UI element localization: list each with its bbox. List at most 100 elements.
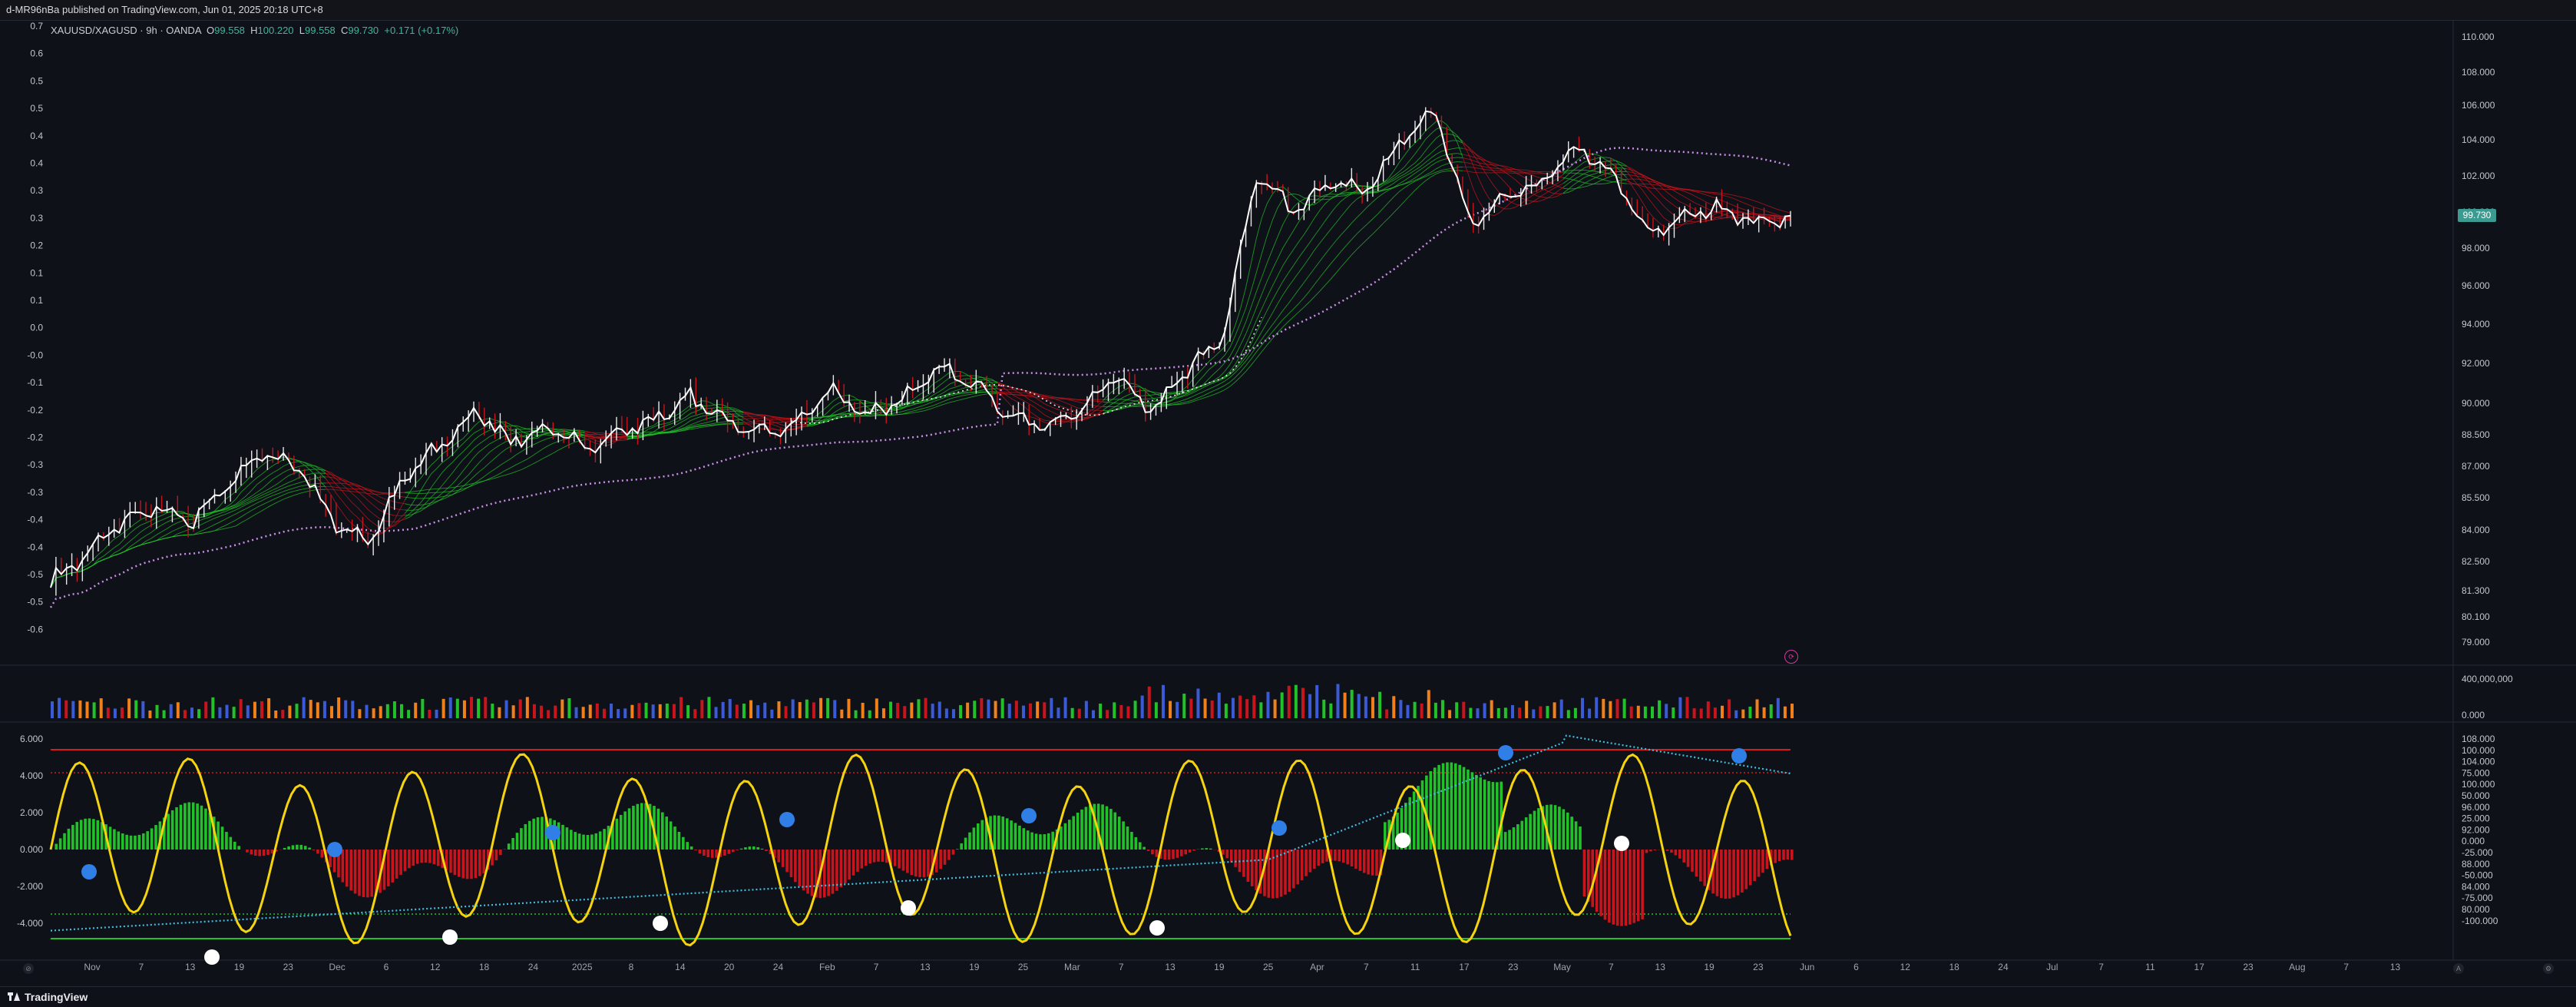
ma-ribbon-segment	[1235, 372, 1241, 377]
ma-ribbon-segment	[1351, 199, 1357, 204]
replay-icon[interactable]: ⟳	[1784, 650, 1798, 664]
volume-bar	[303, 697, 306, 718]
volume-bar	[889, 702, 892, 718]
ma-ribbon-segment	[1637, 179, 1642, 180]
ma-ribbon-segment	[141, 528, 146, 532]
auto-scale-icon[interactable]: A	[2453, 963, 2464, 974]
ma-ribbon-segment	[833, 410, 838, 413]
histogram-bar	[1508, 830, 1511, 850]
ma-ribbon-segment	[468, 449, 474, 455]
ma-ribbon-segment	[1294, 290, 1299, 296]
volume-bar	[861, 703, 865, 718]
chart-grid	[0, 20, 2576, 960]
ma-ribbon-segment	[1431, 138, 1437, 144]
ma-ribbon-segment	[1642, 190, 1648, 198]
ma-ribbon-segment	[1653, 194, 1658, 200]
left-axis-label: 0.4	[30, 158, 43, 169]
histogram-bar	[482, 850, 485, 873]
ma-ribbon-segment	[1447, 149, 1452, 150]
histogram-bar	[1284, 850, 1287, 895]
ma-ribbon-segment	[1404, 148, 1410, 155]
ma-ribbon-segment	[1558, 179, 1563, 183]
ma-ribbon-segment	[1584, 174, 1589, 176]
ma-ribbon-segment	[1584, 175, 1589, 177]
ma-ribbon-segment	[1711, 214, 1717, 217]
ma-ribbon-segment	[1378, 208, 1384, 214]
ma-ribbon-segment	[1521, 205, 1526, 206]
ma-ribbon-segment	[1452, 162, 1457, 163]
ma-ribbon-segment	[468, 476, 474, 482]
ma-ribbon-segment	[1230, 346, 1235, 356]
ma-ribbon-segment	[1626, 169, 1632, 171]
settings-icon[interactable]: ⚙	[2543, 963, 2554, 974]
ma-ribbon-segment	[1389, 197, 1394, 202]
ma-ribbon-segment	[1574, 180, 1579, 181]
ma-ribbon-segment	[225, 517, 230, 519]
ma-ribbon-segment	[326, 479, 331, 485]
ma-ribbon-segment	[236, 511, 241, 514]
left-axis-label: 0.1	[30, 295, 43, 306]
histogram-bar	[541, 817, 544, 850]
histogram-bar	[906, 850, 909, 873]
ma-ribbon-segment	[1754, 215, 1759, 216]
ma-ribbon-segment	[1532, 175, 1537, 177]
ma-ribbon-segment	[728, 414, 733, 415]
ma-ribbon-segment	[1616, 174, 1622, 175]
volume-bar	[1420, 704, 1424, 718]
ma-ribbon-segment	[167, 537, 173, 538]
ma-ribbon-segment	[1717, 217, 1722, 218]
time-axis-label: 23	[1753, 962, 1764, 972]
ma-ribbon-segment	[1124, 394, 1129, 396]
ma-ribbon-segment	[157, 515, 162, 518]
ma-ribbon-segment	[468, 440, 474, 446]
ma-ribbon-segment	[1151, 398, 1156, 399]
histogram-bar	[1313, 850, 1316, 869]
ma-ribbon-segment	[177, 532, 183, 534]
ma-ribbon-segment	[617, 434, 622, 435]
volume-bar	[756, 705, 759, 718]
ma-ribbon-segment	[1510, 207, 1516, 209]
ma-ribbon-segment	[220, 528, 225, 529]
timezone-icon[interactable]: ⊘	[23, 963, 34, 974]
ma-ribbon-segment	[1209, 387, 1214, 389]
ma-ribbon-segment	[1727, 203, 1732, 205]
ma-ribbon-segment	[1066, 403, 1071, 406]
ma-ribbon-segment	[468, 426, 474, 432]
ma-ribbon-segment	[939, 398, 944, 399]
histogram-bar	[711, 850, 714, 858]
ma-ribbon-segment	[770, 428, 775, 429]
histogram-bar	[292, 845, 295, 850]
ma-ribbon-segment	[1267, 300, 1272, 310]
histogram-bar	[1242, 850, 1245, 877]
ma-ribbon-segment	[162, 513, 167, 515]
volume-bar	[1581, 698, 1584, 718]
ma-ribbon-segment	[1658, 200, 1664, 206]
ma-ribbon-segment	[1706, 195, 1711, 197]
ma-ribbon-segment	[643, 427, 648, 429]
ma-ribbon-segment	[1785, 211, 1791, 213]
ma-ribbon-segment	[452, 442, 458, 446]
ma-ribbon-segment	[1415, 137, 1420, 144]
ma-ribbon-segment	[1246, 365, 1252, 371]
volume-bar	[274, 711, 277, 718]
ma-ribbon-segment	[1272, 304, 1278, 313]
volume-bar	[127, 698, 131, 718]
histogram-bar	[1774, 850, 1777, 863]
ma-ribbon-segment	[273, 502, 278, 504]
ma-ribbon-segment	[1209, 390, 1214, 393]
ma-ribbon-segment	[352, 513, 358, 518]
ma-ribbon-segment	[564, 445, 569, 447]
ma-ribbon-segment	[1410, 171, 1415, 174]
ma-ribbon-segment	[1674, 198, 1679, 202]
ma-ribbon-segment	[961, 399, 966, 400]
ma-ribbon-segment	[928, 406, 934, 407]
ma-ribbon-segment	[928, 395, 934, 399]
volume-bar	[763, 703, 766, 718]
ma-ribbon-segment	[400, 509, 405, 510]
ma-ribbon-segment	[273, 497, 278, 499]
ma-ribbon-segment	[934, 406, 939, 407]
ma-ribbon-segment	[1304, 275, 1309, 282]
volume-bar	[910, 703, 913, 718]
ma-ribbon-segment	[532, 443, 537, 446]
